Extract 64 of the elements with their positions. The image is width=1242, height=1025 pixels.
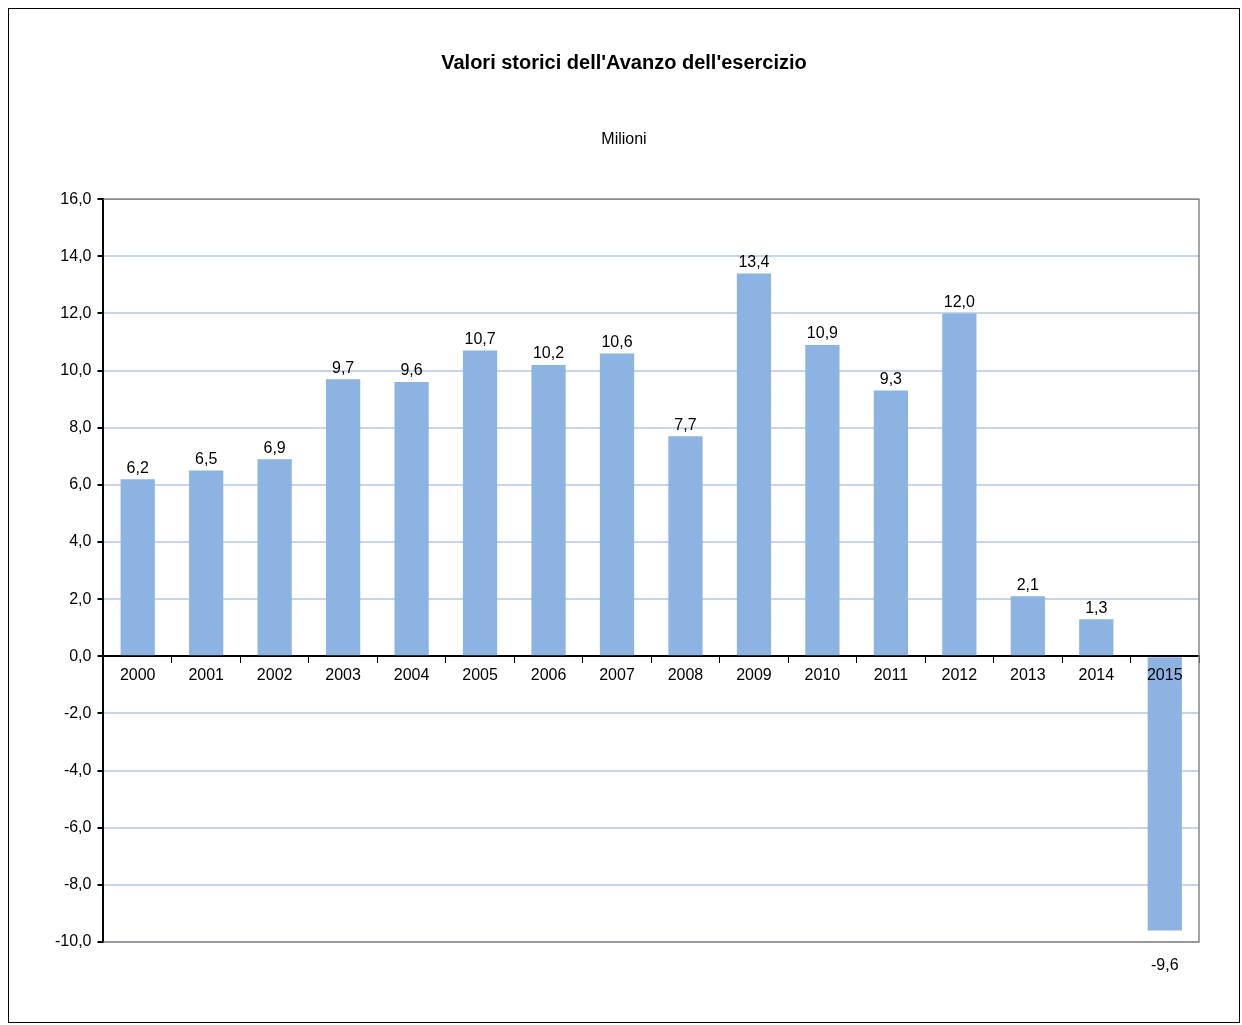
data-label: 6,2 [126,458,149,476]
data-label: 10,7 [464,330,496,348]
bar [668,436,703,656]
bar [1147,657,1182,931]
y-tick-label: -10,0 [55,932,92,950]
data-label: -9,6 [1150,956,1179,974]
x-tick-label: 2000 [119,666,156,684]
bar [1010,596,1045,656]
bar [531,364,566,656]
data-label: 13,4 [738,252,770,270]
y-tick-label: 0,0 [69,646,92,664]
y-tick-label: -4,0 [63,760,92,778]
x-tick-label: 2005 [462,666,498,684]
x-tick-label: 2003 [325,666,362,684]
data-label: 9,7 [331,358,355,376]
y-tick-label: 10,0 [60,361,92,379]
y-tick-label: 8,0 [69,418,92,436]
y-tick-label: -8,0 [63,875,92,893]
x-tick-label: 2008 [667,666,704,684]
chart-title: Valori storici dell'Avanzo dell'esercizio [441,50,807,73]
bar [189,470,224,656]
x-tick-label: 2006 [530,666,567,684]
y-tick-label: 16,0 [60,189,92,207]
data-label: 6,5 [195,450,218,468]
y-tick-label: 6,0 [69,475,92,493]
data-label: 7,7 [674,415,697,433]
bar [394,382,429,656]
y-tick-label: -6,0 [63,818,92,836]
bar [942,313,977,656]
data-label: 2,1 [1016,575,1040,593]
bar [805,344,840,656]
y-tick-label: -2,0 [63,703,92,721]
x-tick-label: 2014 [1078,666,1115,684]
bar [599,353,635,656]
y-tick-label: 14,0 [60,246,92,264]
x-tick-label: 2010 [804,666,841,684]
x-tick-label: 2011 [873,666,909,684]
x-tick-label: 2001 [188,666,225,684]
bar [1079,619,1114,656]
x-tick-label: 2015 [1146,666,1183,684]
data-label: 1,3 [1085,598,1108,616]
data-label: 10,2 [532,344,565,362]
chart-subtitle: Milioni [601,130,647,148]
y-tick-label: 2,0 [69,589,92,607]
x-tick-label: 2013 [1010,666,1046,684]
bar [120,479,155,656]
data-label: 10,9 [806,324,839,342]
x-tick-label: 2007 [599,666,635,684]
data-label: 6,9 [263,438,286,456]
x-tick-label: 2009 [736,666,772,684]
bar [257,459,292,656]
bar [326,379,361,656]
data-label: 9,3 [879,370,903,388]
x-tick-label: 2012 [941,666,978,684]
y-tick-label: 12,0 [60,303,92,321]
bar [462,350,498,656]
bar [873,390,908,656]
data-label: 12,0 [943,292,976,310]
bar [736,273,772,656]
x-tick-label: 2002 [256,666,293,684]
data-label: 10,6 [601,332,633,350]
data-label: 9,6 [400,361,423,379]
y-tick-label: 4,0 [69,532,92,550]
x-tick-label: 2004 [393,666,430,684]
